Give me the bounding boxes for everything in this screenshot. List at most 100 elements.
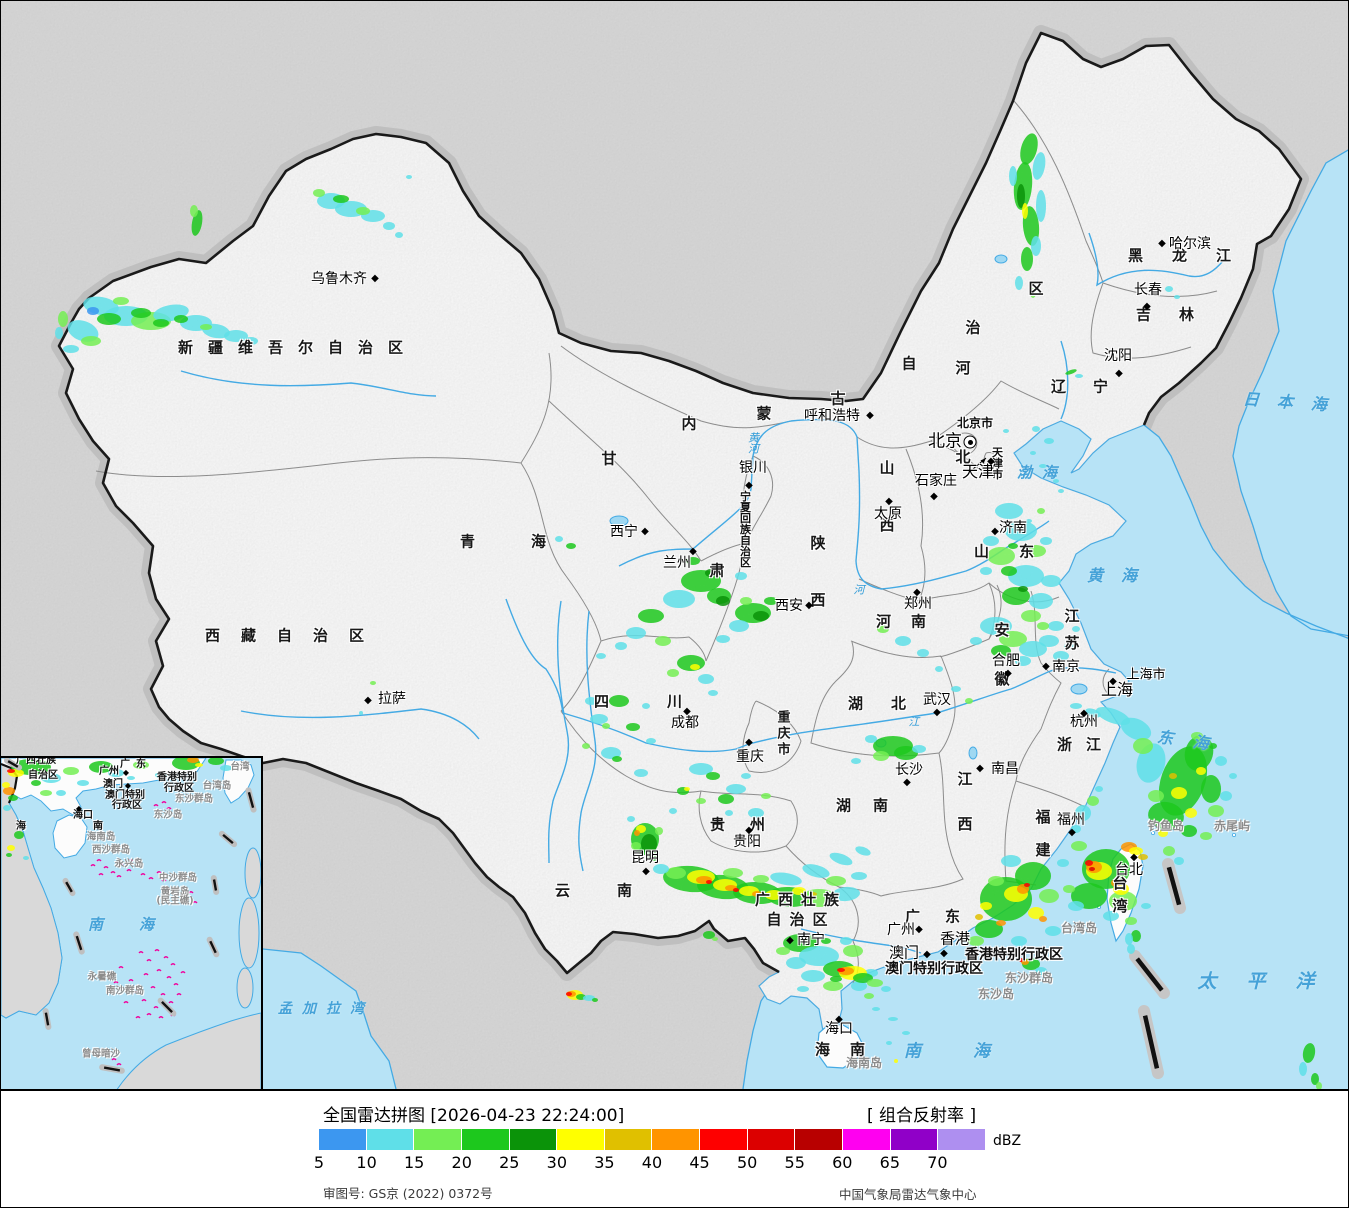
lake [609, 515, 629, 527]
colorbar [319, 1129, 985, 1150]
radar-echo [1201, 775, 1221, 803]
inset-radar-echoes [2, 758, 232, 860]
radar-echo [1174, 295, 1180, 299]
radar-echo [996, 920, 1006, 926]
radar-echo [370, 681, 376, 685]
reef-symbol [161, 879, 167, 882]
inset-dash-black [65, 881, 73, 893]
province-border [745, 455, 774, 544]
inset-radar-echo [6, 853, 12, 857]
radar-echo [799, 946, 839, 966]
radar-echo [1141, 903, 1151, 909]
legend-color-cell [700, 1129, 747, 1150]
map-annotations [972, 457, 987, 470]
radar-echo [809, 892, 817, 896]
radar-echo [716, 635, 730, 643]
inset-radar-echo [155, 772, 167, 778]
inset-radar-echo [3, 805, 11, 811]
radar-echo [1019, 641, 1047, 657]
legend-scale-value: 55 [784, 1153, 805, 1172]
radar-echo [641, 834, 657, 854]
radar-echo [653, 864, 669, 874]
radar-echo [1032, 426, 1040, 432]
radar-echo [131, 308, 151, 318]
radar-echo [1065, 369, 1077, 375]
inset-basemap [1, 758, 261, 1089]
radar-echo [1011, 936, 1027, 946]
reef-symbol [170, 963, 176, 966]
radar-echo [698, 674, 714, 684]
radar-echo [741, 773, 751, 779]
radar-echo [886, 1041, 892, 1045]
legend-scale-value: 70 [927, 1153, 948, 1172]
radar-echo [1138, 854, 1148, 860]
radar-echo [1058, 489, 1064, 493]
radar-echo [1015, 276, 1023, 290]
radar-echo [190, 205, 198, 217]
radar-echo [1196, 767, 1206, 775]
radar-echo [596, 653, 606, 659]
radar-echo [1111, 879, 1121, 887]
radar-echo [1185, 808, 1197, 818]
radar-echo [1015, 656, 1031, 666]
legend-color-cell [319, 1129, 366, 1150]
radar-echo [1008, 565, 1044, 587]
inset-radar-echo [40, 790, 52, 796]
radar-echo [1103, 911, 1119, 921]
inset-dash-black [44, 1012, 50, 1026]
radar-echo [566, 992, 572, 996]
radar-echo [851, 981, 867, 991]
reef-symbol [146, 959, 152, 962]
international-border-line [57, 297, 780, 975]
radar-echo [1125, 933, 1133, 945]
dash-bar-black [1166, 866, 1182, 906]
radar-echo [1129, 847, 1143, 855]
province-border [560, 640, 602, 712]
radar-echo [81, 336, 101, 346]
province-border [520, 462, 602, 642]
reef-symbol [166, 807, 172, 810]
legend-color-cell [843, 1129, 890, 1150]
radar-echo [1071, 841, 1087, 851]
radar-echo [1158, 829, 1168, 837]
hainan-island [816, 1023, 864, 1069]
province-border [952, 432, 978, 456]
province-border [1015, 780, 1086, 808]
river [180, 370, 437, 397]
south-china-sea-inset: 广西壮族 自治区 广州 广东 香港特别 行政区 澳门 澳门特别 行政区 海口海南台湾 台湾岛 东沙群岛… [1, 756, 263, 1089]
reef-symbol [160, 993, 166, 996]
radar-echo [830, 976, 842, 982]
inset-dash-black [247, 791, 255, 809]
radar-echo [1026, 545, 1046, 557]
radar-echo [703, 931, 715, 939]
radar-echo [1095, 786, 1103, 792]
dash-bar-black [1135, 957, 1164, 992]
radar-echo [1302, 1043, 1316, 1063]
radar-echo [865, 735, 877, 743]
inset-taiwan [222, 759, 255, 804]
province-border [850, 582, 996, 659]
radar-echo [313, 189, 325, 197]
province-border [1090, 282, 1192, 359]
radar-echo [983, 536, 999, 546]
legend-scale-value: 5 [313, 1153, 325, 1172]
radar-echo [1184, 735, 1214, 771]
radar-echo [894, 746, 918, 760]
radar-echo [1191, 732, 1203, 740]
radar-echo [634, 769, 648, 777]
radar-echo [174, 315, 188, 323]
radar-echo [615, 642, 627, 650]
inset-radar-echo [56, 790, 66, 796]
legend-scale-value: 20 [451, 1153, 472, 1172]
radar-echo [843, 945, 863, 957]
radar-echo [1001, 855, 1021, 867]
radar-echo [975, 920, 1003, 938]
radar-echo [1031, 236, 1041, 256]
radar-echo [1021, 610, 1041, 622]
province-border [95, 457, 522, 478]
radar-echo [1075, 805, 1091, 821]
reef-symbol [168, 1001, 174, 1004]
radar-echo [991, 645, 1011, 657]
radar-echo [902, 1031, 910, 1035]
radar-echo [1064, 643, 1074, 649]
